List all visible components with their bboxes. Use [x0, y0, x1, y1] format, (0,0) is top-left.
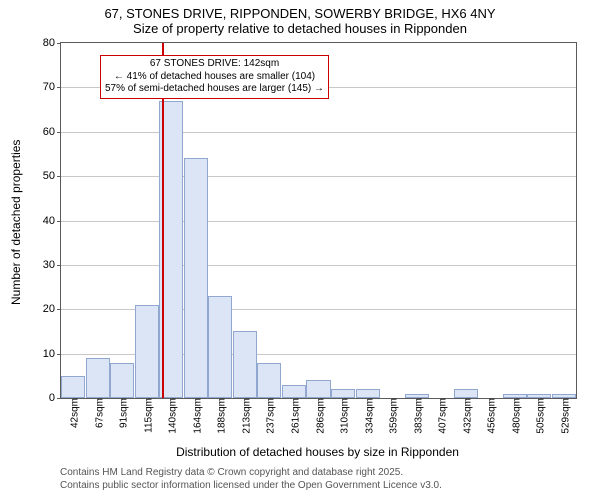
x-axis-label: Distribution of detached houses by size …: [176, 445, 459, 459]
x-tick: 140sqm: [164, 398, 179, 434]
y-tick: 60: [43, 126, 61, 138]
x-tick: 529sqm: [556, 398, 571, 434]
annotation-line: ← 41% of detached houses are smaller (10…: [105, 71, 324, 84]
footer-line-2: Contains public sector information licen…: [60, 480, 442, 493]
footer-attribution: Contains HM Land Registry data © Crown c…: [60, 467, 442, 492]
x-tick: 115sqm: [139, 398, 154, 433]
histogram-bar: [233, 331, 257, 398]
x-tick: 456sqm: [483, 398, 498, 434]
histogram-bar: [257, 363, 281, 399]
title-line-2: Size of property relative to detached ho…: [0, 21, 600, 36]
histogram-bar: [356, 389, 380, 398]
x-tick: 383sqm: [409, 398, 424, 434]
y-tick: 30: [43, 259, 61, 271]
x-tick: 213sqm: [237, 398, 252, 434]
x-tick: 188sqm: [213, 398, 228, 434]
x-tick: 407sqm: [434, 398, 449, 434]
histogram-bar: [86, 358, 110, 398]
histogram-bar: [306, 380, 330, 398]
x-tick: 91sqm: [115, 398, 130, 428]
annotation-callout: 67 STONES DRIVE: 142sqm← 41% of detached…: [100, 55, 329, 99]
y-axis-label: Number of detached properties: [9, 139, 23, 304]
y-tick: 80: [43, 37, 61, 49]
histogram-bar: [184, 158, 208, 398]
y-tick: 40: [43, 215, 61, 227]
x-tick: 42sqm: [66, 398, 81, 428]
y-tick: 50: [43, 170, 61, 182]
grid-line: [61, 132, 576, 133]
title-line-1: 67, STONES DRIVE, RIPPONDEN, SOWERBY BRI…: [0, 0, 600, 21]
histogram-bar: [135, 305, 159, 398]
x-tick: 310sqm: [336, 398, 351, 434]
annotation-line: 67 STONES DRIVE: 142sqm: [105, 58, 324, 71]
histogram-bar: [454, 389, 478, 398]
footer-line-1: Contains HM Land Registry data © Crown c…: [60, 467, 442, 480]
grid-line: [61, 265, 576, 266]
histogram-bar: [110, 363, 134, 399]
x-tick: 480sqm: [507, 398, 522, 434]
y-tick: 0: [49, 392, 61, 404]
histogram-bar: [282, 385, 306, 398]
histogram-bar: [331, 389, 355, 398]
chart-container: 67, STONES DRIVE, RIPPONDEN, SOWERBY BRI…: [0, 0, 600, 500]
y-tick: 70: [43, 81, 61, 93]
y-tick: 10: [43, 348, 61, 360]
x-tick: 164sqm: [188, 398, 203, 434]
x-tick: 432sqm: [458, 398, 473, 434]
x-tick: 334sqm: [360, 398, 375, 434]
histogram-bar: [61, 376, 85, 398]
x-tick: 359sqm: [385, 398, 400, 434]
x-tick: 505sqm: [532, 398, 547, 434]
x-tick: 237sqm: [262, 398, 277, 434]
x-tick: 286sqm: [311, 398, 326, 434]
grid-line: [61, 221, 576, 222]
grid-line: [61, 176, 576, 177]
x-tick: 261sqm: [286, 398, 301, 434]
histogram-bar: [208, 296, 232, 398]
x-tick: 67sqm: [90, 398, 105, 428]
annotation-line: 57% of semi-detached houses are larger (…: [105, 83, 324, 96]
y-tick: 20: [43, 303, 61, 315]
